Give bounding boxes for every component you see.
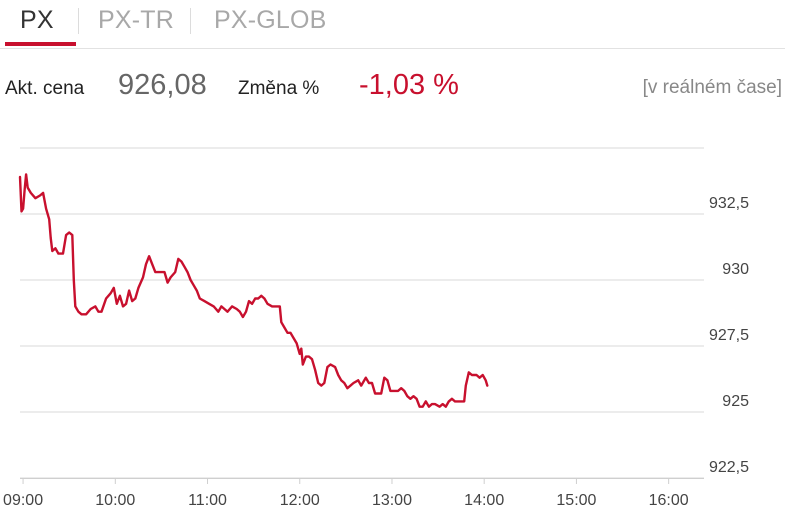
price-series-line: [18, 173, 489, 408]
active-tab-indicator: [5, 42, 76, 46]
price-label: Akt. cena: [5, 78, 85, 99]
tab-px-glob[interactable]: PX-GLOB: [214, 6, 327, 34]
change-value: -1,03 %: [359, 69, 459, 101]
x-tick-label: 14:00: [464, 492, 504, 509]
x-tick-label: 15:00: [556, 492, 596, 509]
index-tabs: PX PX-TR PX-GLOB: [0, 0, 785, 49]
y-tick-label: 932,5: [709, 195, 749, 212]
tab-px-tr[interactable]: PX-TR: [98, 6, 174, 34]
x-tick-label: 09:00: [3, 492, 43, 509]
realtime-label: [v reálném čase]: [642, 77, 782, 98]
x-tick-label: 12:00: [280, 492, 320, 509]
y-tick-label: 930: [722, 261, 749, 278]
x-tick-label: 13:00: [372, 492, 412, 509]
y-tick-label: 925: [722, 393, 749, 410]
x-tick-label: 11:00: [188, 492, 227, 509]
change-label: Změna %: [238, 78, 320, 99]
tab-px[interactable]: PX: [20, 6, 54, 34]
tab-divider: [78, 8, 79, 34]
x-tick-label: 10:00: [95, 492, 135, 509]
price-value: 926,08: [118, 69, 207, 101]
x-tick-label: 16:00: [649, 492, 689, 509]
y-tick-label: 922,5: [709, 459, 749, 476]
y-tick-label: 927,5: [709, 327, 749, 344]
tab-divider: [190, 8, 191, 34]
quote-summary: Akt. cena 926,08 Změna % -1,03 % [v reál…: [0, 60, 790, 110]
